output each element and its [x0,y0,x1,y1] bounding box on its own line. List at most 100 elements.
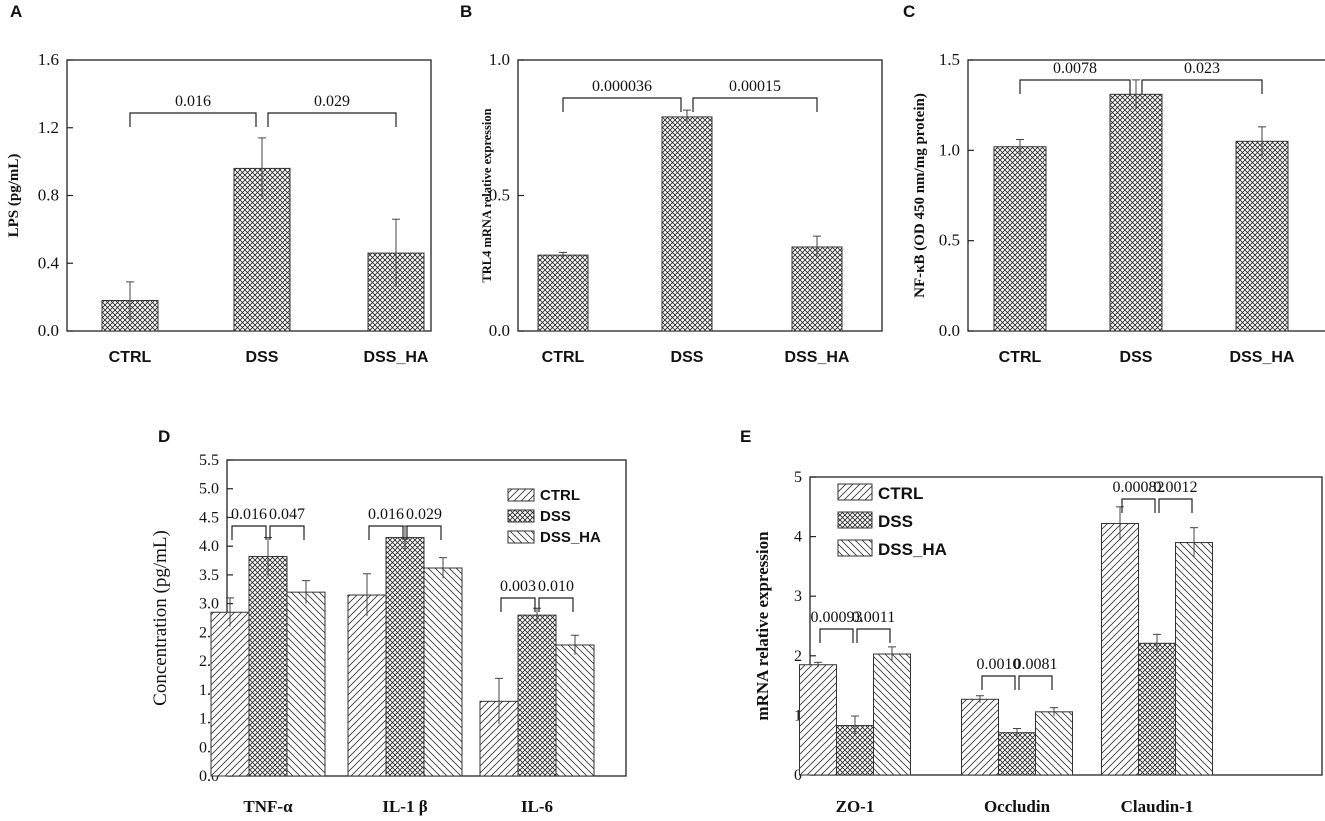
p-value-label: 0.00093 [811,609,863,626]
panel-c: C 0.0 0.5 1.0 1.5 NF-κB (OD 450 nm/mg protein… [903,2,1325,366]
significance-bracket [1158,498,1193,513]
y-tick-label: 0.0 [939,321,960,340]
x-category-label: CTRL [542,349,585,366]
y-axis-label: TRL4 mRNA relative expression [480,108,494,282]
panel-letter: D [158,427,170,446]
significance-bracket [562,97,682,112]
bar [1235,140,1289,332]
x-category-label: ZO-1 [836,797,875,816]
legend: CTRL DSS DSS_HA [837,483,947,559]
bar [286,591,326,777]
p-value-label: 0.00082 [1113,479,1165,496]
x-category-label: DSS_HA [364,349,429,366]
y-tick-label: 4 [794,529,802,546]
legend-label: DSS [878,512,913,531]
bar [555,644,595,777]
y-tick-label: 3 [794,588,802,605]
legend-swatch [837,483,873,501]
y-tick-label: 1.0 [939,140,960,159]
legend-swatch [507,530,535,544]
p-value-label: 0.0012 [1154,479,1198,496]
significance-bracket [406,525,442,540]
y-axis-label: mRNA relative expression [753,531,772,721]
x-category-label: IL-1 β [382,797,427,816]
bar [1109,93,1163,332]
y-tick-label: 4.0 [199,538,219,555]
significance-bracket [231,525,267,540]
y-tick-label: 3.0 [199,596,219,613]
bar [210,611,250,777]
y-tick-label: 2 [794,648,802,665]
x-category-label: Occludin [984,797,1051,816]
significance-bracket [269,525,305,540]
panel-e: E 0 1 2 3 4 5 mRNA relative expression ZO-1 Occlu… [740,427,1323,816]
panel-b: B 0.0 0.5 1.0 TRL4 mRNA relative expression C… [460,2,883,366]
bar [1175,542,1213,776]
p-value-label: 0.029 [314,93,350,110]
bar [248,556,288,777]
panel-letter: C [903,2,915,21]
p-value-label: 0.0011 [852,609,895,626]
x-category-label: DSS_HA [1230,349,1295,366]
panel-a: A 0.0 0.4 0.8 1.2 1.6 LPS (pg/mL) CTRL DSS DSS_HA… [6,2,432,366]
p-value-label: 0.010 [538,578,574,595]
significance-bracket [1018,675,1053,690]
y-tick-label: 0.0 [489,321,510,340]
bar [537,254,589,332]
p-value-label: 0.029 [406,506,442,523]
x-category-label: Claudin-1 [1121,797,1194,816]
x-category-label: CTRL [109,349,152,366]
legend-swatch [837,539,873,557]
y-tick-label: 0 [794,767,802,784]
y-tick-label: 5.5 [199,452,219,469]
bar [799,664,837,776]
p-value-label: 0.000036 [592,78,652,95]
significance-bracket [368,525,404,540]
y-tick-label: 5 [794,469,802,486]
y-tick-label: 1.6 [38,50,59,69]
significance-bracket [129,112,257,127]
x-category-label: DSS_HA [785,349,850,366]
legend-label: DSS_HA [878,540,947,559]
significance-bracket [538,597,574,612]
legend-swatch [507,509,535,523]
significance-bracket [981,675,1016,690]
p-value-label: 0.0078 [1053,60,1097,77]
bar [998,732,1036,776]
legend-label: DSS_HA [540,529,601,546]
bar [423,567,463,777]
y-tick-label: 1.5 [939,50,960,69]
legend-label: CTRL [540,487,580,504]
x-category-label: IL-6 [521,797,553,816]
significance-bracket [1121,498,1156,513]
p-value-label: 0.003 [500,578,536,595]
bar [517,614,557,777]
legend-swatch [507,488,535,502]
significance-bracket [1141,79,1263,94]
y-tick-label: 1.0 [489,50,510,69]
bar [347,594,387,777]
y-tick-label: 1.2 [38,118,59,137]
x-category-label: DSS [1120,349,1153,366]
p-value-label: 0.016 [175,93,211,110]
panel-d: D0.00.51.01.52.02.53.03.54.04.55.05.5Con… [150,427,627,816]
y-tick-label: 1 [794,707,802,724]
bar [873,653,911,776]
p-value-label: 0.0010 [977,656,1021,673]
x-category-label: TNF-α [243,797,293,816]
p-value-label: 0.00015 [729,78,781,95]
panel-letter: A [10,2,22,21]
y-tick-label: 3.5 [199,567,219,584]
bar [385,537,425,777]
y-axis-label: Concentration (pg/mL) [150,530,171,706]
legend: CTRL DSS DSS_HA [507,487,601,546]
bar [993,146,1047,332]
y-tick-label: 0.0 [38,321,59,340]
significance-bracket [267,112,397,127]
significance-bracket [1019,79,1131,94]
bar [1101,522,1139,776]
significance-bracket [819,628,854,643]
bar [1035,711,1073,776]
significance-bracket [692,97,818,112]
